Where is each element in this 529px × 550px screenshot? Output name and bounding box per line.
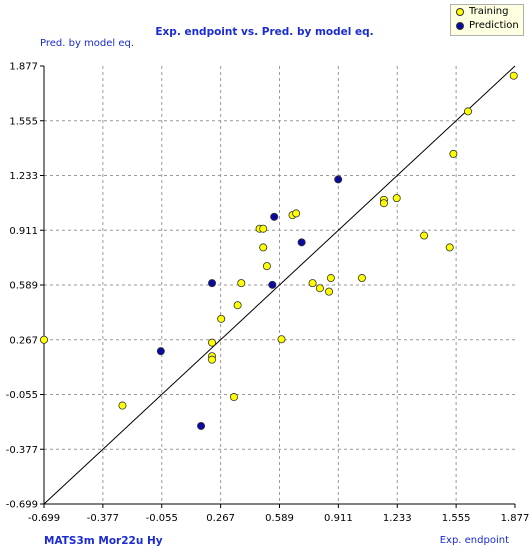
training-point [259, 243, 268, 252]
legend-item-prediction: Prediction [451, 19, 523, 33]
training-point [208, 355, 217, 364]
chart-title: Exp. endpoint vs. Pred. by model eq. [155, 26, 374, 38]
x-tick-label: -0.699 [28, 513, 60, 524]
x-tick-label: 1.877 [501, 513, 529, 524]
x-tick-label: 0.267 [206, 513, 235, 524]
x-tick-label: -0.377 [87, 513, 119, 524]
prediction-point [268, 280, 277, 289]
y-tick-label: -0.055 [6, 390, 38, 401]
prediction-point [156, 347, 165, 356]
prediction-point [297, 238, 306, 247]
x-tick-label: -0.055 [146, 513, 178, 524]
x-tick-label: 0.589 [265, 513, 294, 524]
training-point [357, 274, 366, 283]
training-point [392, 194, 401, 203]
y-tick-label: 0.267 [9, 335, 38, 346]
training-point [259, 224, 268, 233]
training-point [420, 231, 429, 240]
legend-marker-training [456, 8, 464, 16]
y-tick-label: 0.911 [9, 226, 38, 237]
y-tick-label: -0.699 [6, 500, 38, 511]
legend-label-prediction: Prediction [469, 20, 519, 31]
training-point [40, 335, 49, 344]
legend: Training Prediction [450, 4, 524, 36]
y-axis-label: Pred. by model eq. [40, 38, 135, 49]
training-point [379, 199, 388, 208]
training-point [464, 107, 473, 116]
y-tick-label: 1.233 [9, 171, 38, 182]
training-point [277, 335, 286, 344]
training-point [326, 274, 335, 283]
y-tick-label: 0.589 [9, 281, 38, 292]
training-point [229, 393, 238, 402]
prediction-point [270, 212, 279, 221]
training-point [217, 314, 226, 323]
training-point [237, 279, 246, 288]
x-tick-label: 1.555 [442, 513, 471, 524]
training-point [308, 279, 317, 288]
legend-label-training: Training [469, 6, 509, 17]
prediction-point [208, 279, 217, 288]
training-point [315, 284, 324, 293]
legend-marker-prediction [456, 22, 464, 30]
training-point [509, 71, 518, 80]
y-tick-label: 1.555 [9, 116, 38, 127]
training-point [118, 401, 127, 410]
training-point [262, 262, 271, 271]
y-tick-label: 1.877 [9, 62, 38, 73]
training-point [325, 287, 334, 296]
prediction-point [197, 421, 206, 430]
x-axis-label: Exp. endpoint [439, 535, 509, 546]
x-tick-label: 0.911 [324, 513, 353, 524]
training-point [449, 149, 458, 158]
training-point [292, 209, 301, 218]
prediction-point [334, 175, 343, 184]
identity-line [43, 65, 516, 505]
training-point [233, 301, 242, 310]
x-tick-label: 1.233 [383, 513, 412, 524]
descriptor-label: MATS3m Mor22u Hy [44, 535, 163, 547]
training-point [445, 243, 454, 252]
legend-item-training: Training [451, 5, 523, 19]
y-tick-label: -0.377 [6, 445, 38, 456]
training-point [208, 338, 217, 347]
